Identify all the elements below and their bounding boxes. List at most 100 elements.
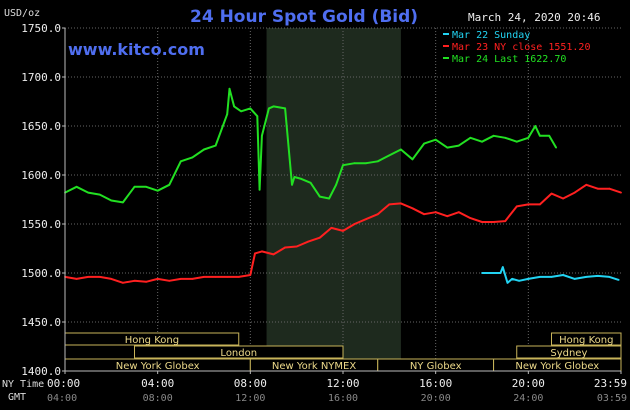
y-axis-tick-labels: 1400.0 1450.0 1500.0 1550.0 1600.0 1650.0 1700… — [21, 22, 65, 378]
series-1-point-48 — [608, 187, 611, 190]
legend-swatch-ny-close — [443, 45, 449, 47]
series-2-point-18 — [249, 107, 252, 110]
y-tick-label-1: 1450.0 — [21, 316, 61, 329]
series-2-point-29 — [318, 195, 321, 198]
series-2-point-1 — [75, 185, 78, 188]
series-2-point-27 — [300, 178, 303, 180]
series-2-point-40 — [434, 138, 437, 141]
series-2-point-3 — [98, 193, 101, 196]
series-2-point-36 — [388, 154, 391, 157]
series-1-point-33 — [434, 211, 437, 214]
series-2-point-33 — [353, 162, 356, 165]
series-1-point-7 — [145, 280, 148, 283]
x-tick-ny-4: 16:00 — [419, 377, 452, 390]
y-tick-label-3: 1550.0 — [21, 218, 61, 231]
series-1-point-14 — [226, 276, 229, 278]
y-tick-label-5: 1650.0 — [21, 120, 61, 133]
series-1-point-6 — [133, 279, 136, 282]
legend-swatch-sunday — [443, 33, 449, 35]
series-2-point-4 — [110, 199, 113, 202]
series-1-point-49 — [620, 191, 622, 194]
series-1-point-40 — [515, 205, 518, 208]
series-1-point-41 — [527, 203, 530, 206]
series-2-point-42 — [457, 144, 460, 147]
series-2-point-34 — [365, 162, 368, 165]
series-0-point-4 — [511, 278, 513, 280]
series-0-point-8 — [550, 276, 553, 278]
x-tick-ny-0: 00:00 — [47, 377, 80, 390]
series-2-point-21 — [261, 134, 263, 137]
series-2-point-44 — [481, 140, 483, 143]
series-2-point-2 — [87, 191, 90, 194]
series-2-point-15 — [228, 87, 231, 90]
series-0-point-5 — [518, 279, 520, 282]
series-2-point-16 — [233, 105, 236, 108]
series-2-point-38 — [411, 158, 414, 161]
series-1-point-16 — [249, 274, 252, 276]
series-1-point-18 — [261, 250, 263, 253]
x-tick-ny-1: 04:00 — [141, 377, 174, 390]
series-1-point-38 — [492, 221, 495, 223]
series-2-point-11 — [191, 156, 194, 159]
series-1-point-46 — [585, 183, 588, 186]
legend-item-ny-close: Mar 23 NY close 1551.20 — [452, 42, 590, 53]
series-2-point-9 — [168, 183, 171, 186]
chart-title: 24 Hour Spot Gold (Bid) — [190, 7, 418, 27]
y-tick-label-0: 1400.0 — [21, 365, 61, 378]
nymex-session-shading — [266, 28, 401, 371]
session-box-2 — [134, 345, 344, 359]
series-1-point-15 — [237, 276, 240, 278]
series-1-point-31 — [411, 207, 414, 210]
series-1-point-20 — [284, 246, 286, 249]
series-2-point-50 — [539, 134, 541, 137]
series-2-point-22 — [268, 107, 270, 110]
series-2-point-6 — [133, 185, 136, 188]
y-tick-label-2: 1500.0 — [21, 267, 61, 280]
series-1-point-43 — [550, 192, 553, 195]
series-1-point-21 — [295, 245, 298, 248]
series-1-point-26 — [353, 223, 356, 225]
series-2-point-47 — [515, 140, 518, 143]
series-2-point-49 — [534, 125, 537, 127]
series-1-point-1 — [75, 278, 78, 280]
series-1-point-47 — [596, 187, 599, 190]
series-1-point-22 — [307, 240, 310, 243]
y-tick-label-7: 1750.0 — [21, 22, 61, 35]
series-1-point-44 — [562, 197, 564, 200]
y-tick-label-6: 1700.0 — [21, 71, 61, 84]
series-1-point-19 — [272, 253, 275, 256]
series-2-point-41 — [446, 146, 449, 149]
series-1-point-24 — [330, 227, 333, 229]
session-label-2: London — [220, 348, 257, 359]
series-1-point-12 — [203, 276, 205, 278]
series-0-point-2 — [501, 266, 504, 268]
series-2-point-35 — [376, 160, 379, 163]
series-2-point-48 — [527, 136, 530, 139]
series-0-point-9 — [562, 274, 564, 276]
series-2-point-45 — [492, 134, 495, 137]
series-0-point-3 — [506, 281, 509, 284]
series-2-point-23 — [272, 105, 275, 108]
session-box-1 — [551, 332, 622, 346]
series-1-point-36 — [469, 217, 472, 220]
series-1-point-11 — [191, 278, 194, 280]
series-2-point-52 — [555, 146, 557, 149]
x-tick-gmt-5: 24:00 — [513, 393, 543, 404]
series-0-point-13 — [608, 276, 611, 278]
series-0-point-6 — [527, 278, 530, 280]
x-tick-ny-5: 20:00 — [512, 377, 545, 390]
x-tick-gmt-0: 04:00 — [47, 393, 77, 404]
series-2-point-24 — [284, 107, 286, 110]
x-tick-gmt-4: 20:00 — [421, 393, 451, 404]
series-2-point-5 — [122, 201, 124, 204]
series-1-point-32 — [423, 213, 425, 216]
series-1-point-3 — [98, 276, 101, 278]
series-2-point-19 — [256, 115, 259, 118]
legend-swatch-last — [443, 57, 449, 59]
legend: Mar 22 Sunday Mar 23 NY close 1551.20 Ma… — [443, 30, 590, 65]
nymex-shade-rect — [266, 28, 401, 371]
session-label-5: New York NYMEX — [272, 361, 357, 372]
session-label-0: Hong Kong — [125, 335, 179, 346]
series-0-point-0 — [481, 272, 483, 274]
